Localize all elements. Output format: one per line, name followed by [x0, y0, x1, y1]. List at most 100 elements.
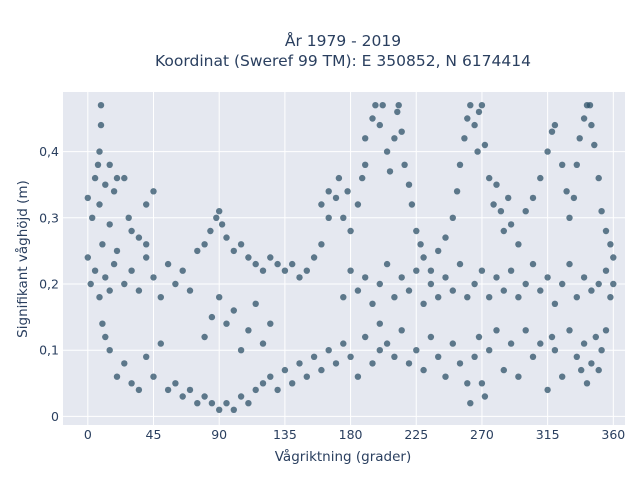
data-point	[179, 267, 186, 274]
x-tick-label: 135	[273, 427, 297, 442]
data-point	[194, 400, 201, 407]
data-point	[128, 380, 135, 387]
data-point	[376, 320, 383, 327]
data-point	[369, 115, 376, 122]
data-point	[340, 294, 347, 301]
y-axis-label: Signifikant våghöjd (m)	[14, 180, 31, 338]
data-point	[194, 247, 201, 255]
data-point	[150, 188, 157, 195]
data-point	[435, 353, 442, 360]
data-point	[391, 294, 398, 301]
data-point	[135, 287, 143, 294]
data-point	[201, 393, 208, 400]
data-point	[379, 102, 386, 109]
data-point	[207, 227, 214, 235]
data-point	[442, 274, 449, 281]
data-point	[172, 280, 179, 288]
data-point	[529, 353, 537, 360]
data-point	[216, 208, 223, 215]
data-point	[289, 380, 296, 387]
data-point	[223, 320, 230, 327]
data-point	[486, 174, 493, 182]
data-point	[245, 327, 252, 334]
x-tick-label: 45	[146, 427, 162, 442]
data-point	[102, 274, 109, 281]
data-point	[497, 208, 505, 215]
x-axis-ticks: 0 45 90 135 180 225 270 315 360	[84, 427, 625, 442]
data-point	[588, 360, 595, 367]
data-point	[602, 227, 610, 235]
data-point	[216, 294, 223, 301]
data-point	[427, 333, 435, 341]
data-point	[417, 241, 424, 248]
data-point	[113, 373, 121, 380]
data-point	[580, 340, 588, 347]
data-point	[588, 287, 595, 294]
data-point	[102, 333, 109, 341]
data-point	[376, 280, 383, 288]
data-point	[106, 221, 113, 228]
data-point	[405, 360, 413, 367]
data-point	[318, 201, 325, 208]
data-point	[296, 360, 303, 367]
data-point	[588, 121, 595, 129]
data-point	[551, 300, 559, 307]
data-point	[267, 320, 274, 327]
data-point	[143, 254, 150, 261]
data-point	[420, 300, 427, 307]
data-point	[102, 181, 109, 188]
data-point	[435, 294, 442, 301]
data-point	[369, 360, 376, 367]
data-points	[84, 102, 617, 413]
gridlines	[63, 92, 625, 425]
data-point	[537, 340, 544, 347]
data-point	[595, 280, 602, 288]
data-point	[344, 188, 351, 195]
data-point	[143, 241, 150, 248]
data-point	[401, 161, 408, 168]
data-point	[578, 366, 585, 374]
data-point	[135, 234, 143, 241]
data-point	[449, 287, 456, 294]
data-point	[500, 366, 507, 374]
data-point	[573, 353, 580, 360]
data-point	[96, 294, 103, 301]
data-point	[106, 287, 113, 294]
data-point	[157, 340, 164, 347]
x-tick-label: 180	[339, 427, 363, 442]
data-point	[259, 340, 267, 347]
data-point	[325, 188, 332, 195]
data-point	[405, 181, 413, 188]
plot-area	[63, 92, 625, 425]
data-point	[507, 340, 515, 347]
data-point	[595, 174, 602, 182]
data-point	[544, 148, 551, 155]
data-point	[610, 280, 617, 288]
data-point	[303, 267, 310, 274]
data-point	[296, 274, 303, 281]
data-point	[570, 194, 578, 202]
data-point	[383, 148, 391, 155]
data-point	[548, 128, 556, 135]
data-point	[500, 227, 507, 235]
data-point	[91, 174, 99, 182]
data-point	[372, 102, 379, 109]
data-point	[110, 188, 118, 195]
data-point	[106, 161, 113, 168]
data-point	[456, 360, 464, 367]
data-point	[522, 208, 529, 215]
data-point	[405, 287, 413, 294]
data-point	[376, 347, 383, 354]
data-point	[464, 294, 471, 301]
data-point	[84, 194, 92, 202]
data-point	[435, 247, 442, 255]
data-point	[310, 254, 318, 261]
data-point	[420, 366, 427, 374]
data-point	[607, 241, 614, 248]
data-point	[442, 234, 449, 241]
data-point	[230, 406, 237, 413]
data-point	[113, 174, 121, 182]
data-point	[505, 194, 512, 202]
data-point	[259, 267, 267, 274]
data-point	[478, 380, 486, 387]
